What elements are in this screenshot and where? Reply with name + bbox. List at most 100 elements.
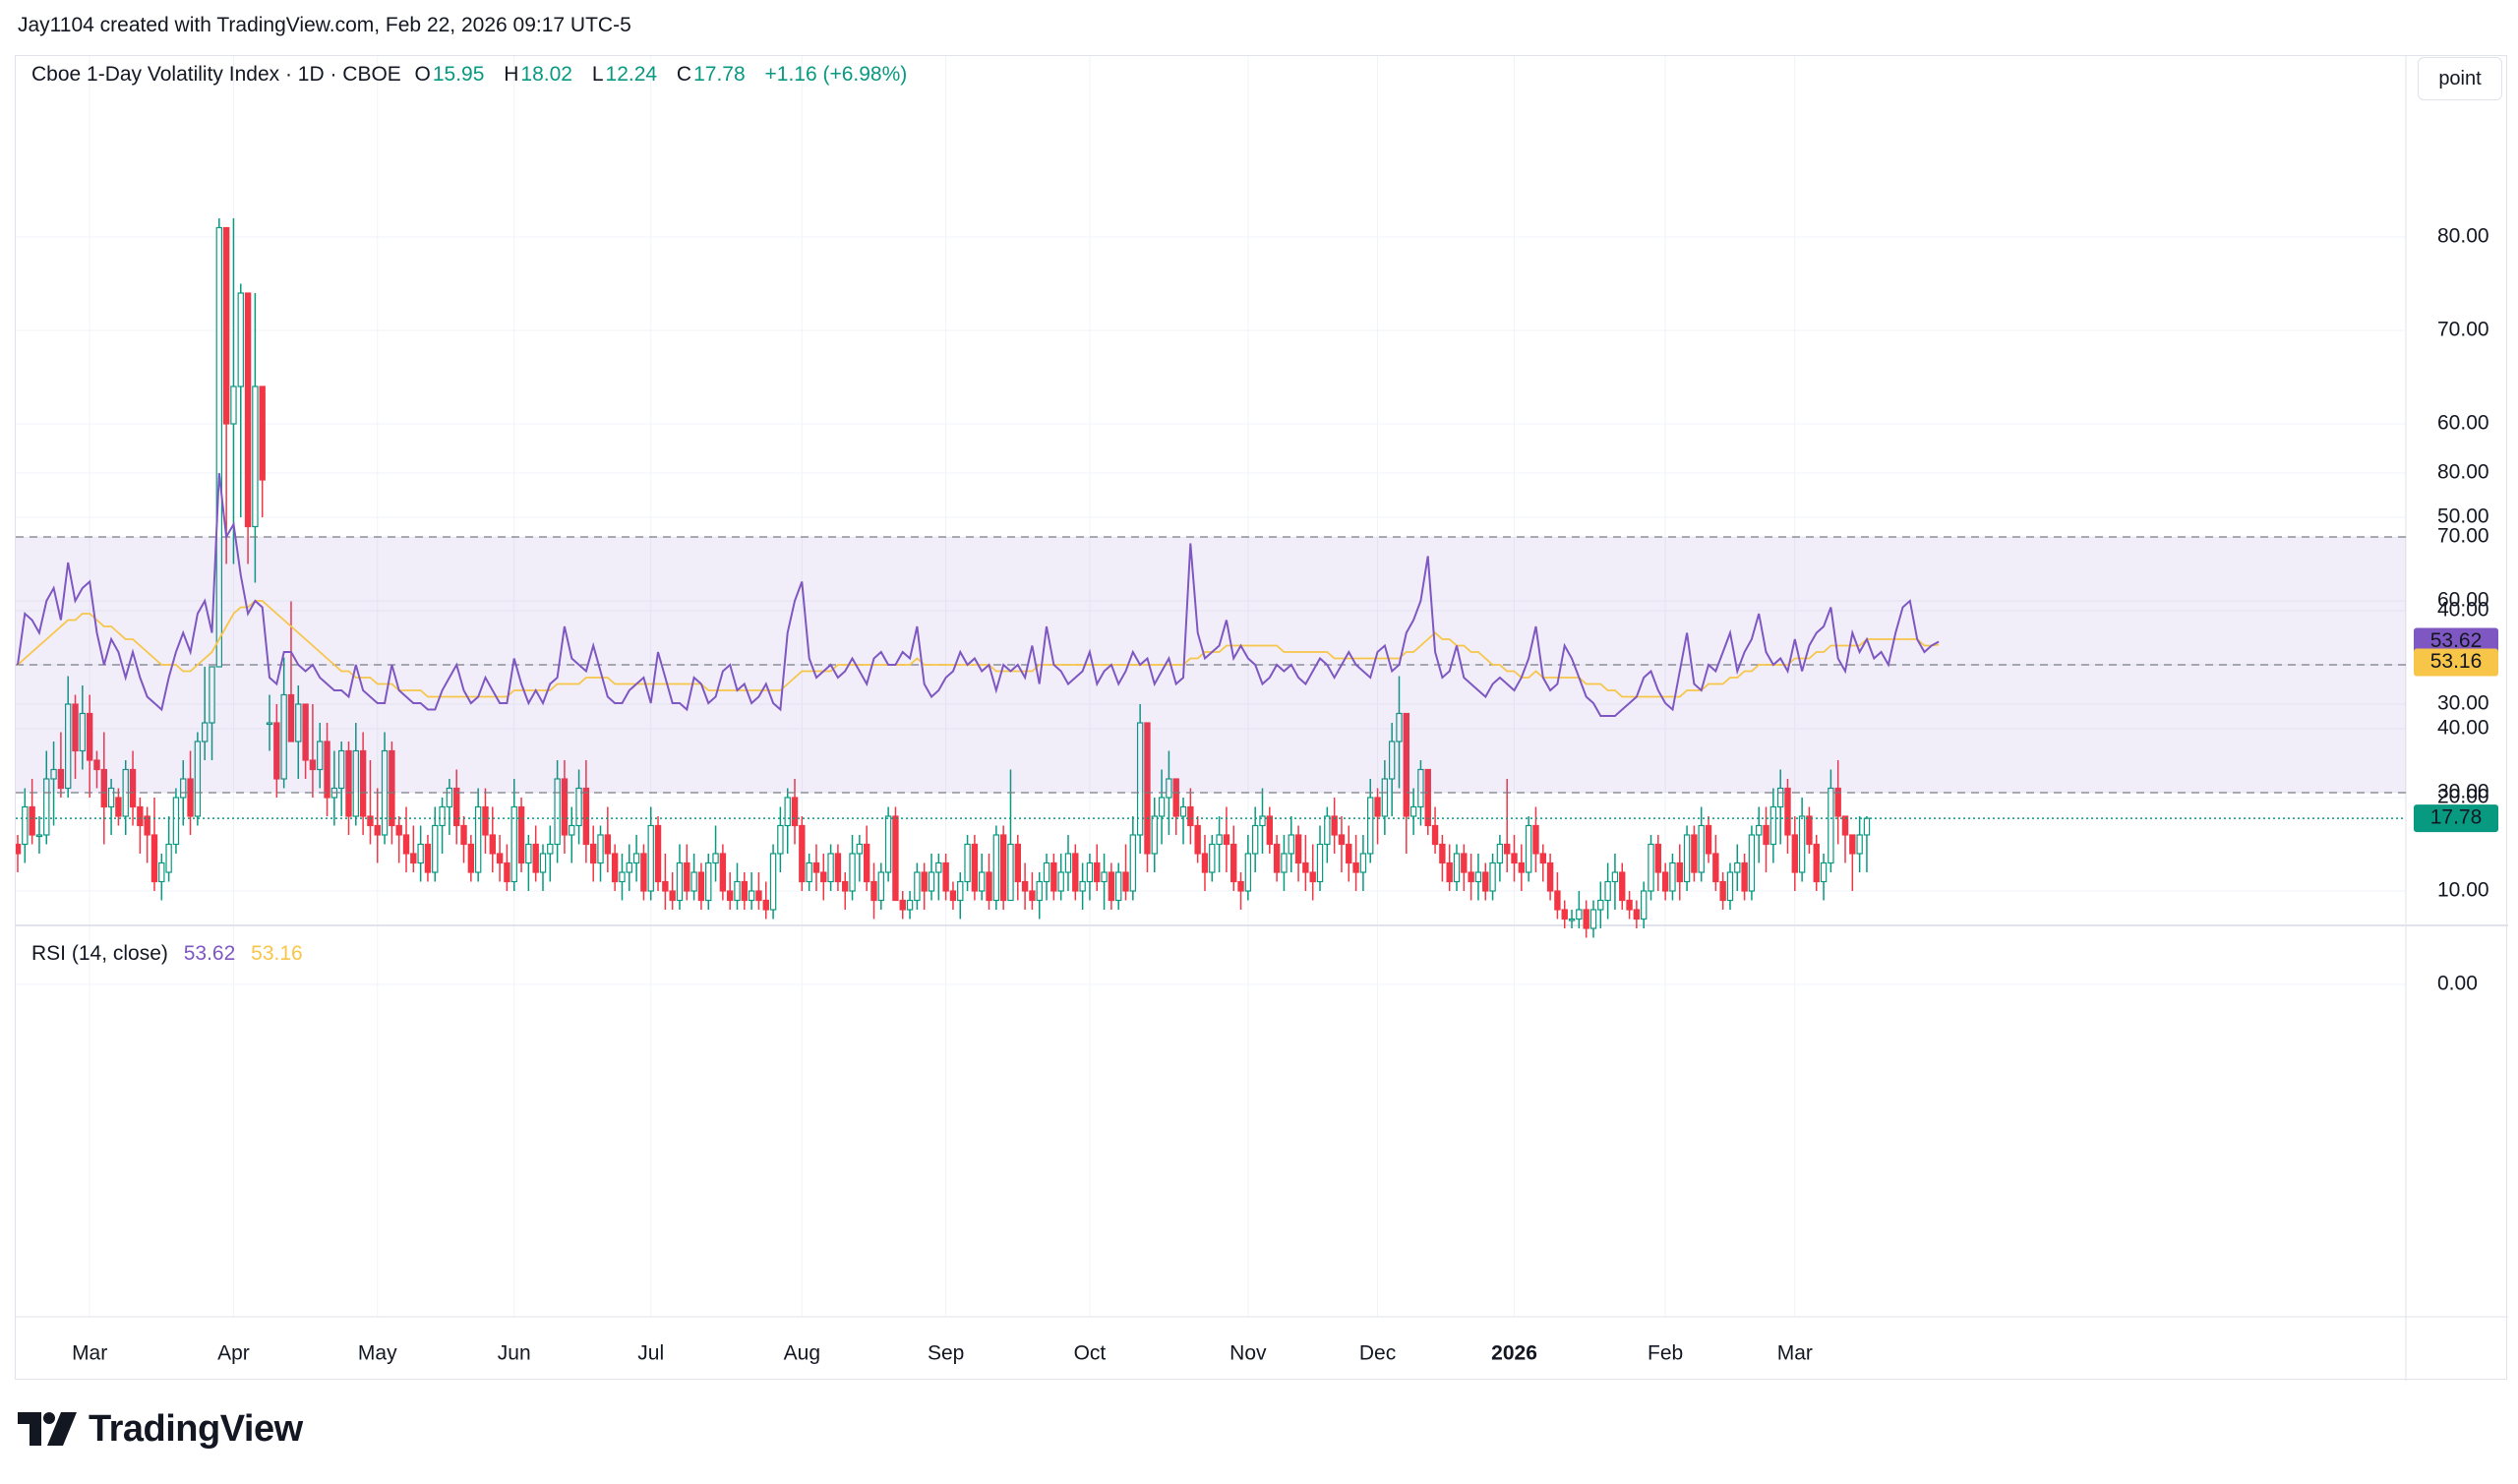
price-axis-tick: 10.00 (2437, 879, 2489, 902)
time-axis-tick: Sep (928, 1342, 964, 1365)
candle-body (619, 871, 626, 883)
time-axis-tick: 2026 (1491, 1342, 1537, 1365)
candle-body (870, 880, 877, 902)
candle-body (359, 749, 367, 817)
candle-body (144, 815, 150, 836)
price-unit-button[interactable]: point (2418, 57, 2502, 100)
candle-body (209, 666, 215, 724)
candle-body (1841, 815, 1849, 836)
candle-body (539, 853, 547, 873)
time-axis-tick: Jul (637, 1342, 664, 1365)
low-label: L (591, 63, 604, 86)
candle-body (712, 853, 719, 864)
candle-body (611, 853, 619, 883)
candle-body (1431, 824, 1439, 846)
candle-body (467, 843, 475, 873)
rsi-ma-badge-label: 53.16 (2430, 650, 2483, 673)
candle-body (726, 890, 734, 902)
candle-body (1576, 909, 1583, 920)
candle-body (1511, 853, 1518, 864)
candle-body (266, 722, 273, 726)
candle-body (72, 703, 79, 752)
candle-body (1669, 861, 1676, 892)
price-axis-tick: 50.00 (2437, 505, 2489, 528)
candle-body (1359, 853, 1367, 873)
time-axis-tick: Mar (72, 1342, 107, 1365)
rsi-axis-tick: 80.00 (2437, 461, 2489, 484)
candle-body (942, 861, 949, 892)
candle-body (1036, 880, 1043, 902)
candle-body (669, 890, 676, 902)
candle-body (1791, 834, 1799, 873)
candle-body (1338, 834, 1346, 846)
candle-body (1611, 871, 1619, 883)
last-price-label: 17.78 (2430, 806, 2483, 829)
rsi-axis-tick: 40.00 (2437, 717, 2489, 740)
candle-body (827, 853, 834, 883)
candle-body (806, 861, 812, 883)
candle-body (1489, 861, 1496, 892)
candle-body (100, 768, 107, 808)
candle-body (1828, 787, 1834, 864)
candle-body (1007, 843, 1014, 902)
candle-body (1619, 871, 1626, 902)
candle-body (29, 805, 35, 836)
candle-body (589, 843, 597, 864)
candle-body (187, 778, 194, 817)
candle-body (1640, 890, 1648, 920)
candle-body (1144, 722, 1151, 855)
time-axis-tick: Jun (498, 1342, 531, 1365)
candle-body (158, 861, 165, 883)
candle-body (79, 712, 87, 752)
candle-body (1474, 871, 1482, 883)
candle-body (928, 871, 935, 892)
candle-body (345, 749, 352, 817)
chart-container[interactable]: 0.00 10.00 20.00 30.00 40.00 50.00 60.00 70.00 8… (15, 55, 2508, 1381)
candle-body (755, 890, 762, 902)
tradingview-logo-icon (18, 1412, 77, 1446)
price-axis-tick: 70.00 (2437, 319, 2489, 341)
candle-body (280, 693, 287, 780)
candle-body (1604, 880, 1611, 902)
chart-canvas[interactable]: 0.0010.0020.0030.0040.0050.0060.0070.008… (16, 56, 2508, 1381)
price-axis-tick: 60.00 (2437, 412, 2489, 435)
candle-body (575, 787, 582, 827)
rsi-axis-tick: 30.00 (2437, 781, 2489, 803)
time-axis-tick: Feb (1648, 1342, 1683, 1365)
candle-body (1409, 805, 1417, 817)
candle-body (482, 805, 489, 836)
candle-body (1654, 843, 1662, 873)
candle-body (1079, 880, 1086, 892)
candle-body (1763, 824, 1769, 846)
candle-body (842, 880, 849, 892)
candle-body (892, 815, 899, 902)
candle-body (1461, 853, 1468, 873)
candle-body (971, 843, 979, 892)
tradingview-logo[interactable]: TradingView (18, 1406, 303, 1452)
candle-body (1072, 853, 1079, 892)
symbol-title[interactable]: Cboe 1-Day Volatility Index · 1D · CBOE (31, 63, 401, 86)
candle-body (1086, 861, 1094, 883)
candle-body (259, 386, 266, 481)
candle-body (1273, 843, 1281, 873)
candle-body (1539, 853, 1546, 864)
candle-body (35, 834, 43, 838)
rsi-band-fill (16, 537, 2406, 793)
candle-body (1806, 815, 1813, 846)
candle-body (1813, 843, 1820, 883)
candle-body (1158, 797, 1166, 817)
candle-body (1863, 817, 1871, 836)
price-axis-tick: 80.00 (2437, 225, 2489, 248)
rsi-title[interactable]: RSI (14, close) (31, 942, 168, 965)
candle-body (856, 843, 864, 855)
chart-credit: Jay1104 created with TradingView.com, Fe… (18, 14, 631, 36)
candle-body (1756, 824, 1763, 836)
candle-body (352, 749, 360, 817)
candle-body (107, 787, 115, 808)
candle-body (690, 871, 697, 892)
candle-body (1381, 778, 1389, 817)
candle-body (446, 787, 453, 808)
candle-body (597, 834, 604, 864)
candle-body (1705, 824, 1712, 855)
open-label: O (414, 63, 431, 86)
